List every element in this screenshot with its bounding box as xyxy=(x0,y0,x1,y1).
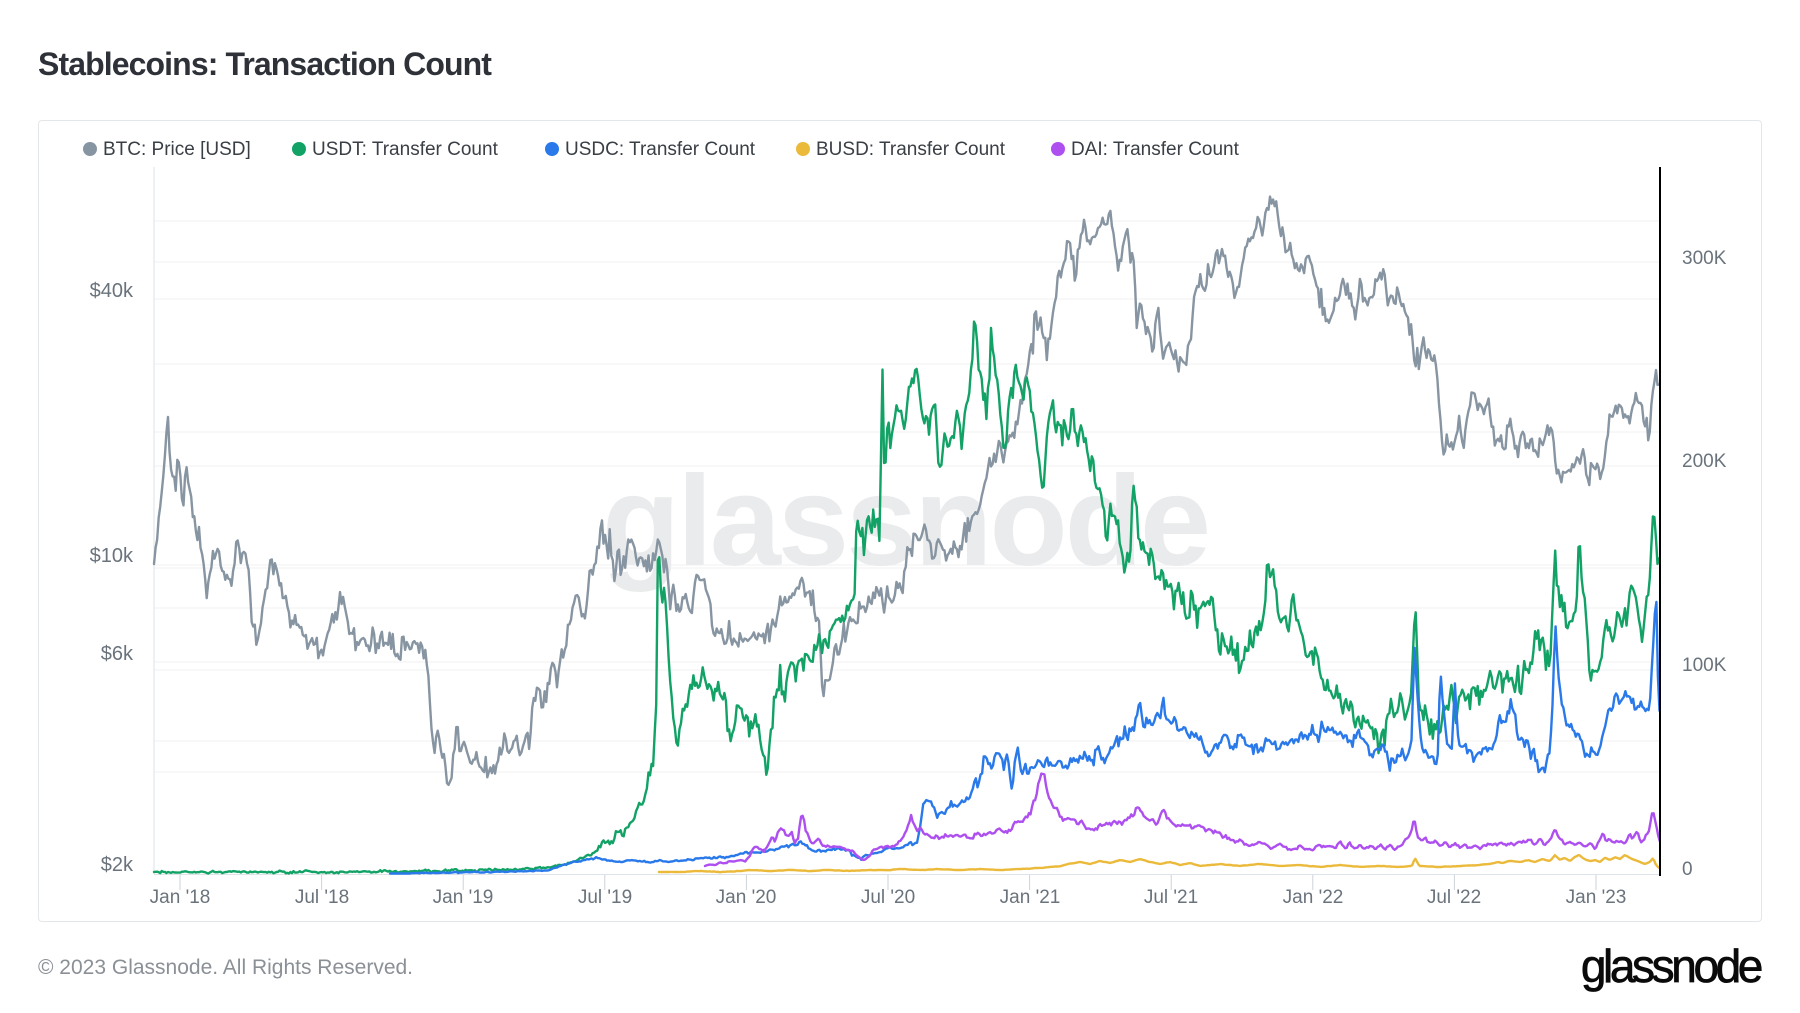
svg-text:$6k: $6k xyxy=(101,643,134,665)
svg-text:Jan '23: Jan '23 xyxy=(1566,887,1627,908)
svg-text:Jan '21: Jan '21 xyxy=(1000,887,1061,908)
svg-text:0: 0 xyxy=(1682,859,1693,880)
svg-text:$10k: $10k xyxy=(90,545,134,567)
svg-text:Jan '19: Jan '19 xyxy=(433,887,494,908)
svg-text:$2k: $2k xyxy=(101,854,134,876)
svg-text:$40k: $40k xyxy=(90,280,134,302)
svg-text:Jul '18: Jul '18 xyxy=(295,887,349,908)
svg-text:200K: 200K xyxy=(1682,451,1727,472)
svg-text:Jul '20: Jul '20 xyxy=(861,887,915,908)
svg-text:Jul '21: Jul '21 xyxy=(1144,887,1198,908)
svg-text:Jan '20: Jan '20 xyxy=(716,887,777,908)
svg-text:Jan '22: Jan '22 xyxy=(1283,887,1344,908)
svg-text:Jan '18: Jan '18 xyxy=(150,887,211,908)
svg-text:Jul '19: Jul '19 xyxy=(578,887,632,908)
svg-text:300K: 300K xyxy=(1682,248,1727,269)
svg-text:Jul '22: Jul '22 xyxy=(1427,887,1481,908)
svg-text:100K: 100K xyxy=(1682,655,1727,676)
